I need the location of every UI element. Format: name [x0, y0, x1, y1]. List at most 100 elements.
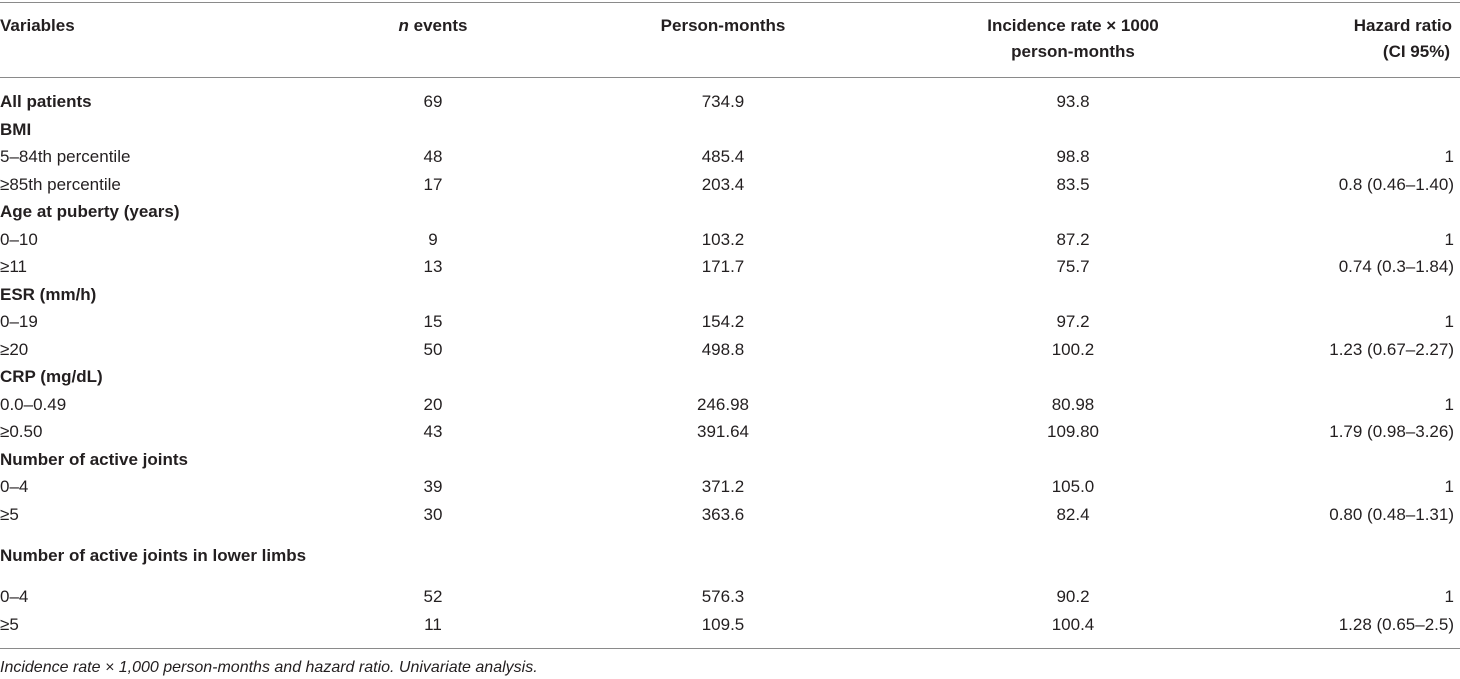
- header-rule: [0, 77, 1460, 78]
- row-hazard-ratio: 1: [1444, 147, 1454, 166]
- row-hazard-ratio: [1248, 198, 1460, 226]
- row-person-months: 371.2: [701, 477, 745, 496]
- header-hazard-line1: Hazard ratio: [1353, 16, 1452, 35]
- row-incidence-rate: [898, 198, 1248, 226]
- table-row: 5–84th percentile 48 485.4 98.8 1: [0, 143, 1460, 171]
- table-row: All patients 69 734.9 93.8: [0, 88, 1460, 116]
- table-row: Age at puberty (years): [0, 198, 1460, 226]
- header-variables: Variables: [0, 16, 75, 35]
- row-hazard-ratio: [1248, 281, 1460, 309]
- row-hazard-ratio: [1248, 116, 1460, 144]
- row-hazard-ratio: 1.23 (0.67–2.27): [1329, 339, 1454, 359]
- header-hazard-ratio: Hazard ratio (CI 95%): [1248, 3, 1460, 65]
- row-label: ≥5: [0, 614, 19, 634]
- table-row: 0.0–0.49 20 246.98 80.98 1: [0, 391, 1460, 419]
- row-label: Age at puberty (years): [0, 202, 180, 221]
- table-row: ≥0.50 43 391.64 109.80 1.79 (0.98–3.26): [0, 418, 1460, 446]
- row-hazard-ratio: 0.74 (0.3–1.84): [1338, 257, 1454, 276]
- row-person-months: 171.7: [701, 257, 745, 276]
- row-person-months: [548, 363, 898, 391]
- row-person-months: 103.2: [701, 229, 745, 249]
- table-row: 0–19 15 154.2 97.2 1: [0, 308, 1460, 336]
- row-person-months: [548, 446, 898, 474]
- row-events: 17: [423, 174, 443, 194]
- row-incidence-rate: [898, 528, 1248, 583]
- table-row: ≥5 11 109.5 100.4 1.28 (0.65–2.5): [0, 611, 1460, 639]
- table-row: ≥11 13 171.7 75.7 0.74 (0.3–1.84): [0, 253, 1460, 281]
- table-row: ESR (mm/h): [0, 281, 1460, 309]
- row-hazard-ratio: 1: [1444, 394, 1454, 414]
- row-events: 11: [424, 614, 442, 634]
- table-footnote: Incidence rate × 1,000 person-months and…: [0, 659, 538, 676]
- row-hazard-ratio: [1248, 363, 1460, 391]
- row-events: 48: [423, 147, 443, 166]
- row-person-months: [548, 198, 898, 226]
- row-hazard-ratio: 0.80 (0.48–1.31): [1329, 504, 1454, 524]
- row-events: 9: [428, 229, 438, 249]
- table-row: Number of active joints: [0, 446, 1460, 474]
- row-label: ≥85th percentile: [0, 174, 121, 194]
- table-row: 0–4 52 576.3 90.2 1: [0, 583, 1460, 611]
- row-label: CRP (mg/dL): [0, 367, 103, 386]
- row-incidence-rate: 87.2: [1056, 229, 1090, 249]
- row-incidence-rate: 75.7: [1056, 257, 1090, 276]
- row-incidence-rate: 97.2: [1056, 312, 1090, 331]
- row-events: [318, 528, 548, 583]
- row-label: 0–4: [0, 587, 29, 606]
- row-events: 30: [423, 504, 443, 524]
- row-person-months: 363.6: [701, 504, 745, 524]
- header-row: Variables n events Person-months Inciden…: [0, 3, 1460, 65]
- row-incidence-rate: 105.0: [1051, 477, 1095, 496]
- row-person-months: 734.9: [701, 92, 745, 111]
- row-incidence-rate: [898, 363, 1248, 391]
- row-events: 13: [423, 257, 443, 276]
- row-label: 0–4: [0, 477, 29, 496]
- row-incidence-rate: 93.8: [1056, 92, 1090, 111]
- row-person-months: 391.64: [697, 422, 749, 441]
- header-incidence-rate: Incidence rate × 1000 person-months: [898, 3, 1248, 65]
- row-incidence-rate: 80.98: [1051, 394, 1095, 414]
- row-person-months: 576.3: [701, 587, 745, 606]
- row-person-months: 154.2: [701, 312, 745, 331]
- row-hazard-ratio: 1: [1444, 312, 1454, 331]
- row-events: [318, 116, 548, 144]
- row-incidence-rate: 109.80: [1047, 422, 1099, 441]
- header-incidence-line2: person-months: [1011, 42, 1135, 61]
- row-label: 0.0–0.49: [0, 394, 67, 414]
- row-events: [318, 198, 548, 226]
- row-incidence-rate: [898, 116, 1248, 144]
- table-row: ≥85th percentile 17 203.4 83.5 0.8 (0.46–1.4…: [0, 171, 1460, 199]
- row-label: Number of active joints: [0, 449, 188, 469]
- row-hazard-ratio: 0.8 (0.46–1.40): [1338, 174, 1454, 194]
- row-label: All patients: [0, 92, 92, 111]
- row-label: 5–84th percentile: [0, 147, 131, 166]
- row-events: 20: [423, 394, 443, 414]
- header-person-months: Person-months: [660, 16, 786, 35]
- row-incidence-rate: 100.2: [1051, 339, 1095, 359]
- row-label: ≥5: [0, 504, 19, 524]
- row-incidence-rate: [898, 446, 1248, 474]
- row-events: [318, 281, 548, 309]
- row-hazard-ratio: 1.79 (0.98–3.26): [1329, 422, 1454, 441]
- row-person-months: 246.98: [697, 394, 749, 414]
- table-row: ≥20 50 498.8 100.2 1.23 (0.67–2.27): [0, 336, 1460, 364]
- row-person-months: 498.8: [701, 339, 745, 359]
- table-header: Variables n events Person-months Inciden…: [0, 3, 1460, 65]
- header-incidence-line1: Incidence rate × 1000: [987, 16, 1159, 35]
- row-label: Number of active joints in lower limbs: [0, 546, 307, 565]
- header-n-italic: n: [398, 16, 409, 35]
- row-events: 43: [423, 422, 443, 441]
- row-label: ≥0.50: [0, 422, 43, 441]
- row-label: 0–19: [0, 312, 38, 331]
- row-label: ESR (mm/h): [0, 284, 97, 304]
- table-row: CRP (mg/dL): [0, 363, 1460, 391]
- row-label: ≥20: [0, 339, 29, 359]
- row-hazard-ratio: 1: [1444, 477, 1454, 496]
- row-hazard-ratio: 1: [1444, 229, 1454, 249]
- row-events: [318, 363, 548, 391]
- row-hazard-ratio: 1.28 (0.65–2.5): [1338, 614, 1454, 634]
- table-body: All patients 69 734.9 93.8 BMI 5–84th percent…: [0, 88, 1460, 638]
- top-rule: [0, 2, 1460, 3]
- row-events: 15: [423, 312, 443, 331]
